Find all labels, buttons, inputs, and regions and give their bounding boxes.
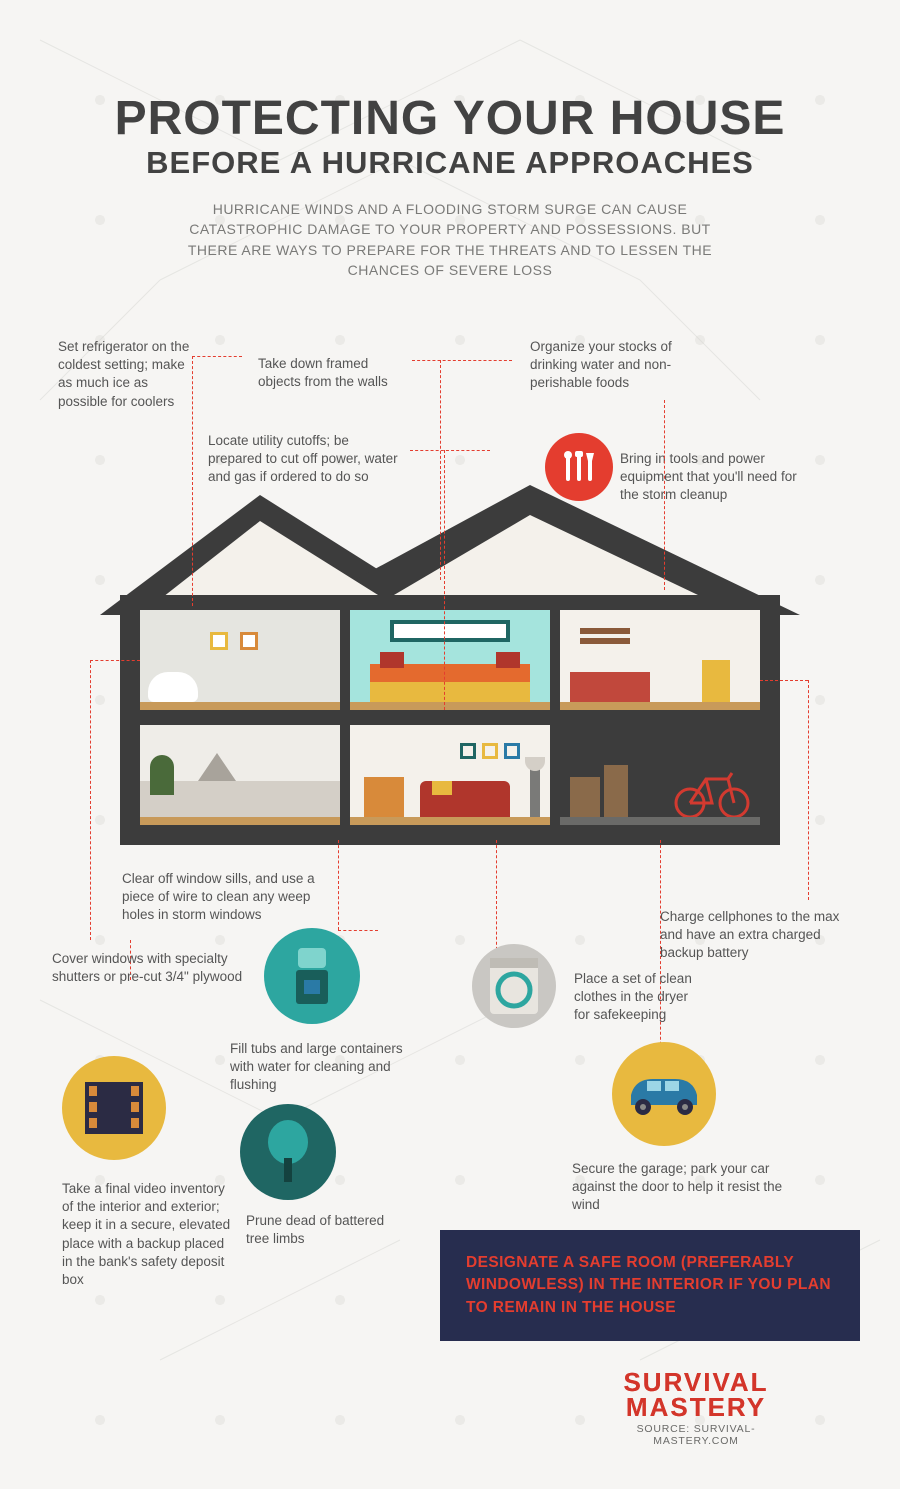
room-bedroom: [350, 610, 550, 710]
header: PROTECTING YOUR HOUSE BEFORE A HURRICANE…: [0, 0, 900, 280]
tree-icon: [240, 1104, 336, 1200]
callout-framed-objects: Take down framed objects from the walls: [258, 355, 403, 391]
room-kitchen: [140, 725, 340, 825]
safe-room-banner: DESIGNATE A SAFE ROOM (PREFERABLY WINDOW…: [440, 1230, 860, 1341]
callout-prune-tree: Prune dead of battered tree limbs: [246, 1212, 406, 1248]
bicycle-icon: [672, 767, 752, 819]
callout-secure-garage: Secure the garage; park your car against…: [572, 1160, 787, 1215]
callout-video-inventory: Take a final video inventory of the inte…: [62, 1180, 237, 1289]
callout-charge-cell: Charge cellphones to the max and have an…: [660, 908, 850, 963]
callout-clean-clothes: Place a set of clean clothes in the drye…: [574, 970, 694, 1025]
callout-window-sills: Clear off window sills, and use a piece …: [122, 870, 317, 925]
callout-utility-cutoffs: Locate utility cutoffs; be prepared to c…: [208, 432, 403, 487]
callout-cover-windows: Cover windows with specialty shutters or…: [52, 950, 247, 986]
intro-paragraph: HURRICANE WINDS AND A FLOODING STORM SUR…: [170, 199, 730, 280]
logo-line-1: SURVIVAL: [596, 1370, 796, 1395]
house-cutaway-diagram: [120, 485, 780, 845]
dryer-icon: [472, 944, 556, 1028]
car-icon: [612, 1042, 716, 1146]
water-jug-icon: [264, 928, 360, 1024]
room-living: [350, 725, 550, 825]
film-reel-icon: [62, 1056, 166, 1160]
page-title: PROTECTING YOUR HOUSE: [0, 95, 900, 143]
room-garage: [560, 725, 760, 825]
callout-fill-tubs: Fill tubs and large containers with wate…: [230, 1040, 430, 1095]
logo-line-2: MASTERY: [596, 1395, 796, 1420]
logo-source: SOURCE: SURVIVAL-MASTERY.COM: [596, 1423, 796, 1447]
page-subtitle: BEFORE A HURRICANE APPROACHES: [0, 145, 900, 181]
callout-organize-stocks: Organize your stocks of drinking water a…: [530, 338, 705, 393]
room-study: [560, 610, 760, 710]
callout-refrigerator: Set refrigerator on the coldest setting;…: [58, 338, 193, 411]
room-bathroom: [140, 610, 340, 710]
safe-room-banner-text: DESIGNATE A SAFE ROOM (PREFERABLY WINDOW…: [466, 1254, 831, 1316]
source-logo: SURVIVAL MASTERY SOURCE: SURVIVAL-MASTER…: [596, 1370, 796, 1447]
